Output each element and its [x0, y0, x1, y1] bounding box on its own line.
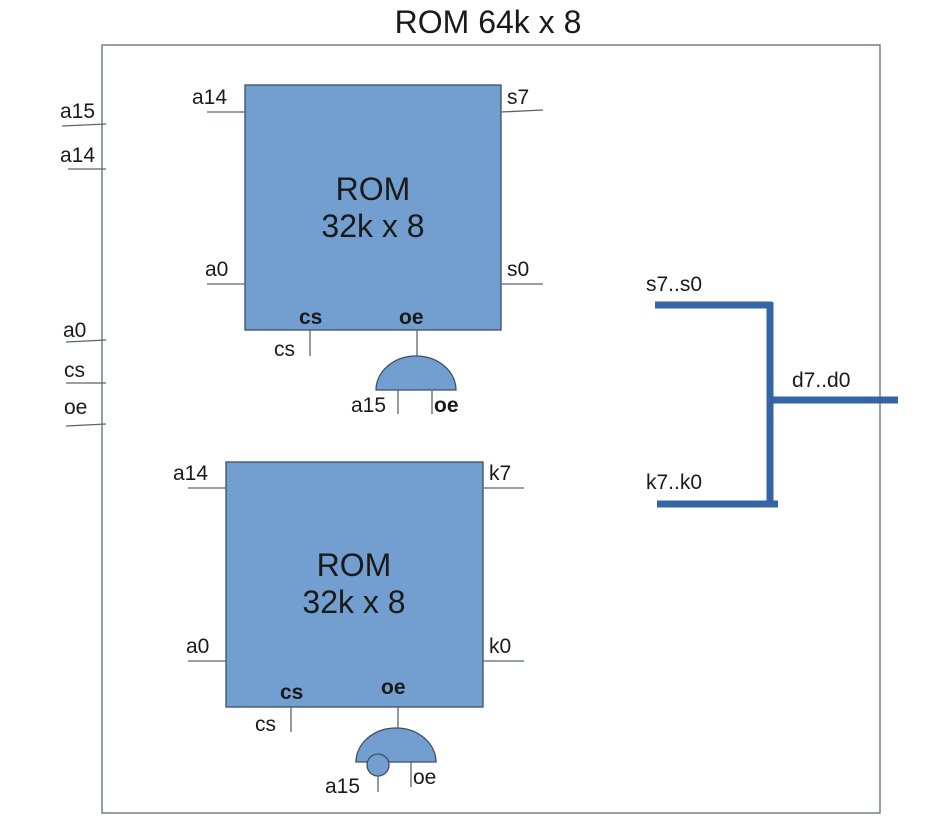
input-oe-label: oe: [64, 396, 87, 419]
rom-bottom: ROM 32k x 8 a14 a0 k7 k0 cs oe cs a15 oe: [173, 461, 524, 798]
bus-top-label: s7..s0: [646, 273, 702, 296]
rom-bottom-pin-oe-label: oe: [381, 676, 406, 699]
rom-bottom-pin-a0-label: a0: [186, 635, 209, 658]
rom-top-title-line1: ROM: [336, 171, 411, 207]
input-a0-label: a0: [63, 319, 86, 342]
rom-bottom-pin-k7-label: k7: [489, 462, 511, 485]
input-a15-line: [61, 123, 107, 127]
rom-bottom-body: [225, 461, 484, 708]
rom-top-title-line2: 32k x 8: [321, 208, 424, 244]
rom-bottom-pin-cs-label: cs: [280, 681, 303, 704]
outer-frame: [101, 44, 881, 814]
rom-top-ext-cs-label: cs: [274, 338, 295, 361]
rom-bottom-gate-oe-label: oe: [413, 766, 436, 789]
input-a15-label: a15: [60, 100, 95, 123]
rom-top-body: [244, 84, 502, 331]
rom-top-pin-a14-label: a14: [192, 86, 227, 109]
rom-bottom-gate-a15-label: a15: [325, 775, 360, 798]
bus-bottom-label: k7..k0: [646, 471, 702, 494]
rom-bottom-gate: [355, 727, 437, 763]
rom-top-gate-oe-label: oe: [434, 394, 459, 417]
input-oe-line: [65, 423, 107, 427]
rom-top-pin-s7-label: s7: [507, 86, 529, 109]
rom-bottom-gate-invert-bubble: [366, 753, 390, 777]
rom-bottom-pin-a14-label: a14: [173, 462, 208, 485]
rom-bottom-title-line2: 32k x 8: [302, 584, 405, 620]
rom-top-pin-oe-label: oe: [399, 306, 424, 329]
input-a14-label: a14: [60, 144, 95, 167]
rom-top-pin-a0-label: a0: [205, 258, 228, 281]
rom-bottom-ext-cs-label: cs: [255, 713, 276, 736]
diagram-title: ROM 64k x 8: [395, 4, 582, 40]
input-a0-line: [65, 339, 107, 343]
bus-output-label: d7..d0: [792, 369, 850, 392]
data-bus: s7..s0 k7..k0 d7..d0: [646, 273, 898, 508]
rom-top: ROM 32k x 8 a14 a0 s7 s0 cs oe cs a15 oe: [192, 84, 544, 417]
rom-top-pin-s7-line: [500, 109, 544, 113]
rom-top-gate-a15-label: a15: [351, 394, 386, 417]
outer-inputs: a15 a14 a0 cs oe: [60, 100, 107, 427]
rom-top-pin-cs-label: cs: [299, 306, 322, 329]
rom-bottom-pin-k0-label: k0: [489, 635, 511, 658]
rom-top-gate: [375, 355, 457, 391]
rom-bottom-title-line1: ROM: [317, 547, 392, 583]
input-cs-label: cs: [64, 359, 85, 382]
rom-top-pin-s0-label: s0: [507, 258, 529, 281]
